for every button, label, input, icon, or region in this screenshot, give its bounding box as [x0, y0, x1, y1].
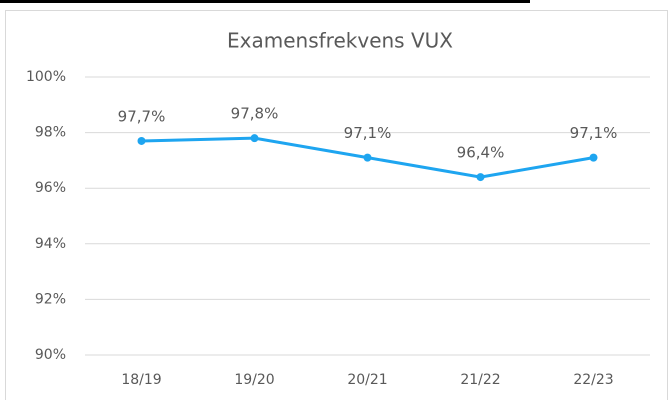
x-tick-label: 19/20 — [234, 372, 274, 388]
value-label: 97,1% — [344, 124, 392, 142]
y-tick-label: 98% — [35, 125, 66, 141]
point — [363, 153, 372, 162]
chart-border — [5, 10, 668, 400]
y-tick-label: 90% — [35, 347, 66, 363]
top-strip — [0, 0, 530, 3]
point — [250, 134, 259, 143]
point — [137, 136, 146, 145]
value-label: 97,7% — [118, 107, 166, 125]
x-tick-label: 20/21 — [347, 372, 387, 388]
x-tick-label: 22/23 — [573, 372, 613, 388]
value-label: 97,8% — [231, 105, 279, 123]
value-label: 96,4% — [457, 144, 505, 162]
chart-title: Examensfrekvens VUX — [227, 29, 453, 53]
y-tick-label: 100% — [26, 69, 66, 85]
x-tick-label: 18/19 — [121, 372, 161, 388]
y-tick-label: 94% — [35, 236, 66, 252]
point — [476, 173, 485, 182]
y-tick-label: 92% — [35, 291, 66, 307]
x-tick-label: 21/22 — [460, 372, 500, 388]
y-tick-label: 96% — [35, 180, 66, 196]
value-label: 97,1% — [570, 124, 618, 142]
point — [589, 153, 598, 162]
